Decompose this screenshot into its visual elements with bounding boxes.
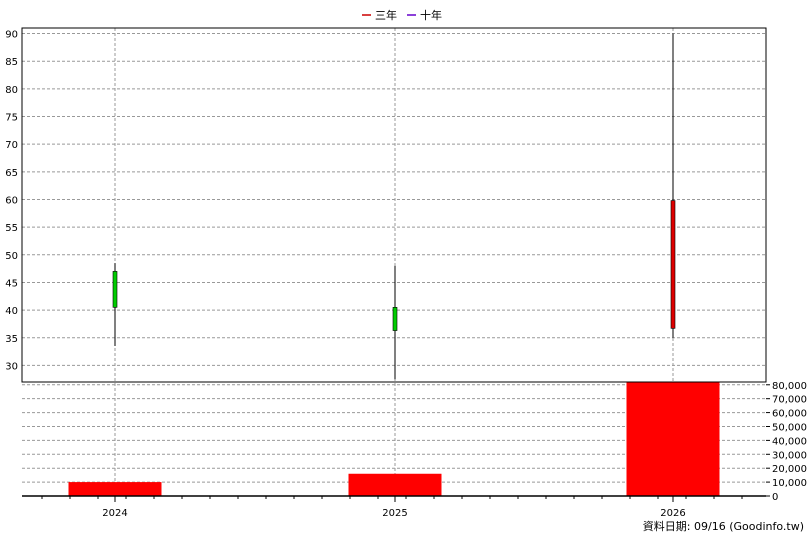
price-tick-label: 40: [5, 306, 18, 317]
volume-tick-label: 80,000: [772, 381, 807, 392]
price-tick-label: 30: [5, 361, 18, 372]
volume-tick-label: 40,000: [772, 436, 807, 447]
x-tick-label-2025: 2025: [382, 508, 407, 519]
price-tick-label: 60: [5, 195, 18, 206]
volume-y-axis: 0 10,000 20,000 30,000 40,000 50,000 60,000 70,…: [766, 381, 807, 503]
price-y-axis: 30 35 40 45 50 55 60 65 70 75 80 85 90: [5, 30, 18, 373]
volume-tick-label: 0: [772, 492, 778, 503]
price-tick-label: 45: [5, 278, 18, 289]
legend: 三年 十年: [362, 8, 442, 22]
legend-label-3y: 三年: [375, 8, 397, 22]
volume-bar-2025: [348, 473, 442, 496]
candle-body-2024: [112, 271, 118, 308]
price-tick-label: 75: [5, 113, 18, 124]
x-axis: 2024 2025 2026: [41, 496, 743, 519]
price-tick-label: 85: [5, 57, 18, 68]
legend-label-10y: 十年: [420, 8, 442, 22]
volume-tick-label: 50,000: [772, 422, 807, 433]
volume-bars: [68, 382, 720, 496]
price-tick-label: 90: [5, 30, 18, 41]
volume-bar-2024: [68, 482, 162, 496]
volume-bar-2026: [626, 382, 720, 496]
price-tick-label: 65: [5, 168, 18, 179]
volume-tick-label: 30,000: [772, 450, 807, 461]
price-tick-label: 70: [5, 140, 18, 151]
x-tick-label-2024: 2024: [102, 508, 127, 519]
price-panel-frame: [21, 27, 767, 383]
price-tick-label: 50: [5, 251, 18, 262]
candle-body-2026: [670, 200, 676, 329]
candlesticks: [112, 33, 676, 380]
volume-tick-label: 20,000: [772, 464, 807, 475]
volume-tick-label: 60,000: [772, 409, 807, 420]
price-tick-label: 35: [5, 334, 18, 345]
x-tick-label-2026: 2026: [660, 508, 685, 519]
volume-tick-label: 10,000: [772, 478, 807, 489]
candle-body-2025: [392, 307, 398, 331]
price-tick-label: 80: [5, 85, 18, 96]
volume-tick-label: 70,000: [772, 395, 807, 406]
footer-date-note: 資料日期: 09/16 (Goodinfo.tw): [643, 519, 804, 533]
price-tick-label: 55: [5, 223, 18, 234]
